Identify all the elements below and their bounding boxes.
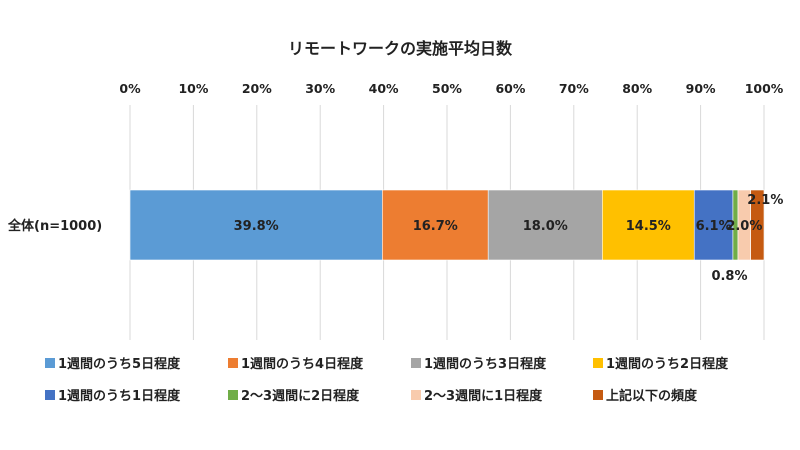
legend-swatch [228, 358, 238, 368]
legend-label: 1週間のうち1日程度 [58, 388, 181, 404]
data-label: 16.7% [413, 219, 458, 234]
legend-swatch [45, 390, 55, 400]
data-label: 6.1% [696, 219, 732, 234]
data-label: 39.8% [234, 219, 279, 234]
category-label: 全体(n=1000) [7, 218, 102, 234]
x-tick-label: 90% [686, 81, 716, 96]
x-tick-label: 60% [495, 81, 525, 96]
data-label: 0.8% [711, 269, 747, 284]
legend-label: 2～3週間に2日程度 [241, 388, 360, 404]
legend-swatch [593, 390, 603, 400]
x-tick-label: 50% [432, 81, 462, 96]
legend-swatch [411, 358, 421, 368]
bar-segments [129, 189, 765, 261]
legend: 1週間のうち5日程度 1週間のうち4日程度 1週間のうち3日程度 1週間のうち2日程度… [45, 356, 729, 404]
x-tick-label: 20% [242, 81, 272, 96]
legend-label: 2～3週間に1日程度 [424, 388, 543, 404]
legend-label: 1週間のうち2日程度 [606, 356, 729, 372]
x-tick-label: 40% [369, 81, 399, 96]
data-label: 18.0% [523, 219, 568, 234]
x-tick-label: 10% [178, 81, 208, 96]
data-label: 14.5% [626, 219, 671, 234]
x-axis-ticks: 0% 10% 20% 30% 40% 50% 60% 70% 80% 90% 100% [119, 81, 783, 96]
data-label: 2.0% [726, 219, 762, 234]
x-tick-label: 30% [305, 81, 335, 96]
legend-label: 上記以下の頻度 [606, 388, 698, 404]
bar-segment [382, 189, 489, 261]
legend-swatch [593, 358, 603, 368]
x-tick-label: 0% [119, 81, 141, 96]
x-tick-label: 100% [745, 81, 784, 96]
data-label: 2.1% [747, 193, 783, 208]
bar-segment [602, 189, 695, 261]
bar-segment [129, 189, 383, 261]
legend-swatch [45, 358, 55, 368]
bar-segment [487, 189, 603, 261]
legend-swatch [411, 390, 421, 400]
x-tick-label: 80% [622, 81, 652, 96]
legend-label: 1週間のうち5日程度 [58, 356, 181, 372]
legend-swatch [228, 390, 238, 400]
x-tick-label: 70% [559, 81, 589, 96]
bar-segment [693, 189, 734, 261]
legend-label: 1週間のうち3日程度 [424, 356, 547, 372]
bar-segment [750, 189, 765, 261]
data-labels: 39.8% 16.7% 18.0% 14.5% 6.1% 0.8% 2.0% 2.1% [234, 193, 784, 284]
chart-title: リモートワークの実施平均日数 [288, 39, 513, 58]
legend-label: 1週間のうち4日程度 [241, 356, 364, 372]
